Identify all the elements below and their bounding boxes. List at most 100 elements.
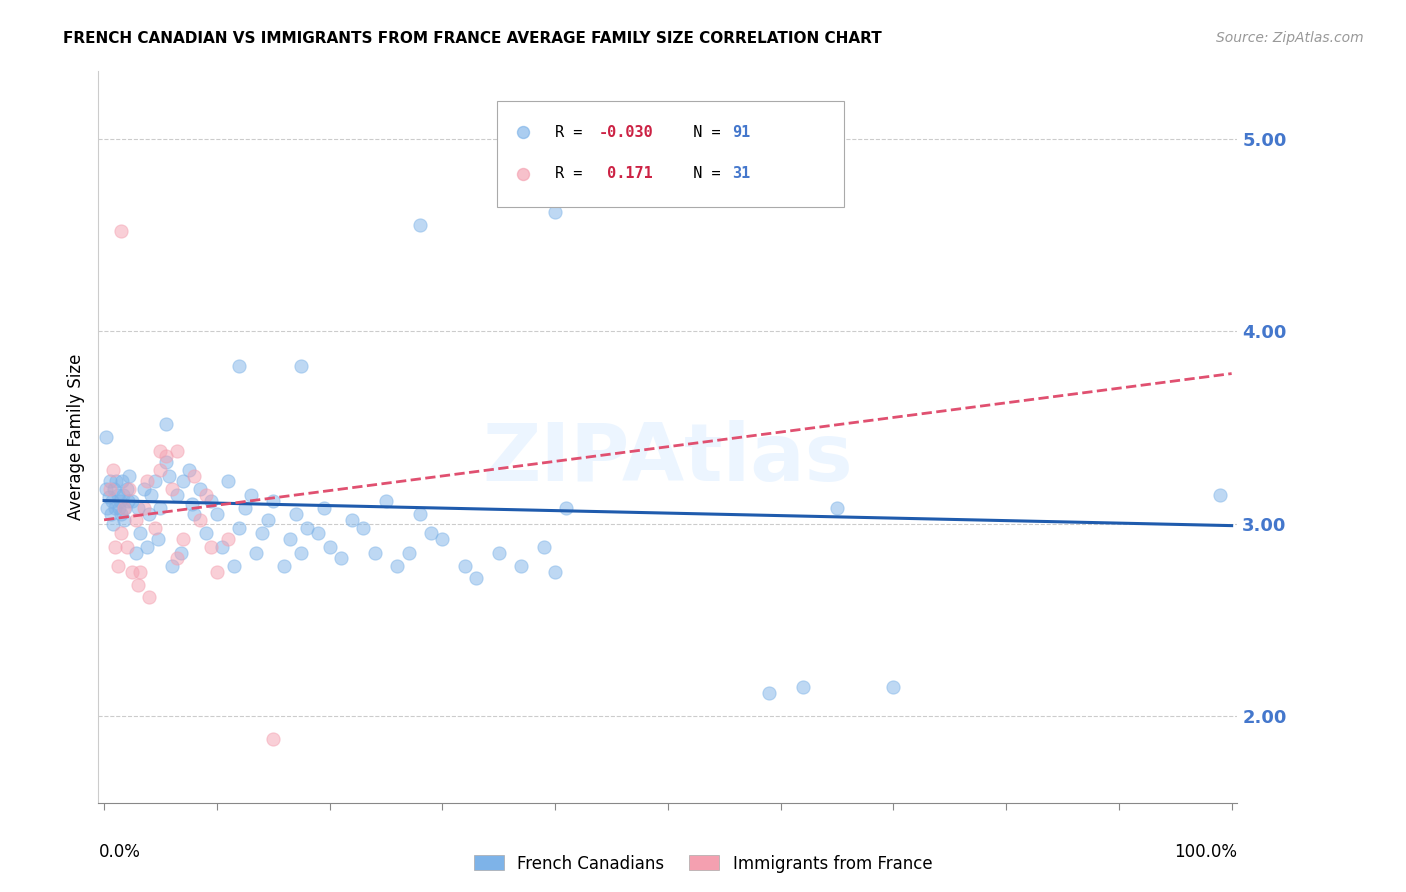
Point (114, 501, 136, 516)
Point (110, 526, 132, 541)
Point (340, 513, 363, 527)
Point (166, 488, 188, 502)
Point (181, 498, 204, 512)
Point (256, 513, 278, 527)
Text: N =: N = (675, 125, 730, 139)
Point (138, 590, 160, 604)
Point (825, 501, 848, 516)
Point (262, 732, 284, 747)
Point (188, 482, 211, 496)
Point (129, 526, 152, 541)
Point (420, 526, 443, 541)
Point (194, 526, 217, 541)
Point (454, 559, 477, 574)
Point (194, 488, 217, 502)
Point (533, 540, 555, 554)
Point (129, 565, 152, 579)
Text: 0.171: 0.171 (599, 166, 654, 181)
Point (101, 493, 124, 508)
Point (578, 186, 600, 200)
Point (172, 475, 194, 489)
Point (228, 520, 250, 534)
Point (432, 532, 454, 546)
Text: R =: R = (555, 166, 592, 181)
Point (217, 475, 239, 489)
Point (245, 545, 267, 559)
Point (205, 507, 228, 521)
Point (149, 501, 172, 516)
Point (290, 545, 312, 559)
Point (183, 507, 205, 521)
Point (239, 488, 262, 502)
Point (465, 571, 488, 585)
Point (217, 532, 239, 546)
Point (228, 359, 250, 373)
Point (290, 359, 312, 373)
Text: 91: 91 (731, 125, 749, 139)
Point (135, 475, 157, 489)
Text: 100.0%: 100.0% (1174, 843, 1237, 861)
Point (112, 513, 135, 527)
Point (262, 493, 284, 508)
Point (222, 559, 245, 574)
Point (792, 681, 814, 695)
Point (544, 565, 567, 579)
Point (284, 507, 307, 521)
Point (101, 463, 124, 477)
Text: ZIPAtlas: ZIPAtlas (482, 420, 853, 498)
Point (160, 559, 183, 574)
Point (233, 501, 256, 516)
Point (200, 493, 222, 508)
Point (148, 532, 170, 546)
Point (108, 493, 131, 508)
Point (96, 430, 118, 444)
Text: R =: R = (555, 125, 592, 139)
Y-axis label: Average Family Size: Average Family Size (66, 354, 84, 520)
Point (205, 565, 228, 579)
Point (97, 490, 120, 504)
Point (121, 493, 143, 508)
Point (211, 540, 233, 554)
Text: -0.030: -0.030 (599, 125, 654, 139)
FancyBboxPatch shape (498, 101, 845, 207)
Point (166, 443, 188, 458)
Point (143, 520, 166, 534)
Point (312, 501, 335, 516)
Point (409, 507, 432, 521)
Point (155, 417, 177, 431)
Point (183, 468, 205, 483)
Point (200, 540, 222, 554)
Point (117, 493, 139, 508)
Point (250, 526, 273, 541)
Text: 0.0%: 0.0% (98, 843, 141, 861)
Point (138, 507, 160, 521)
Text: FRENCH CANADIAN VS IMMIGRANTS FROM FRANCE AVERAGE FAMILY SIZE CORRELATION CHART: FRENCH CANADIAN VS IMMIGRANTS FROM FRANC… (63, 31, 882, 46)
Point (118, 468, 141, 483)
Point (149, 463, 172, 477)
Point (363, 545, 385, 559)
Point (155, 455, 177, 469)
Point (115, 540, 138, 554)
Point (124, 545, 146, 559)
Point (172, 532, 194, 546)
Point (758, 686, 780, 700)
Point (160, 482, 183, 496)
Point (170, 545, 193, 559)
Point (488, 545, 510, 559)
Point (104, 540, 127, 554)
Point (121, 565, 143, 579)
Point (278, 532, 301, 546)
Point (127, 578, 149, 592)
Point (110, 224, 132, 238)
Point (375, 493, 398, 508)
Legend: French Canadians, Immigrants from France: French Canadians, Immigrants from France (467, 848, 939, 880)
Point (510, 559, 533, 574)
Point (98, 475, 121, 489)
Point (112, 501, 135, 516)
Point (166, 551, 188, 566)
Point (387, 559, 409, 574)
Point (882, 681, 904, 695)
Point (329, 551, 352, 566)
Point (141, 488, 163, 502)
Point (127, 501, 149, 516)
